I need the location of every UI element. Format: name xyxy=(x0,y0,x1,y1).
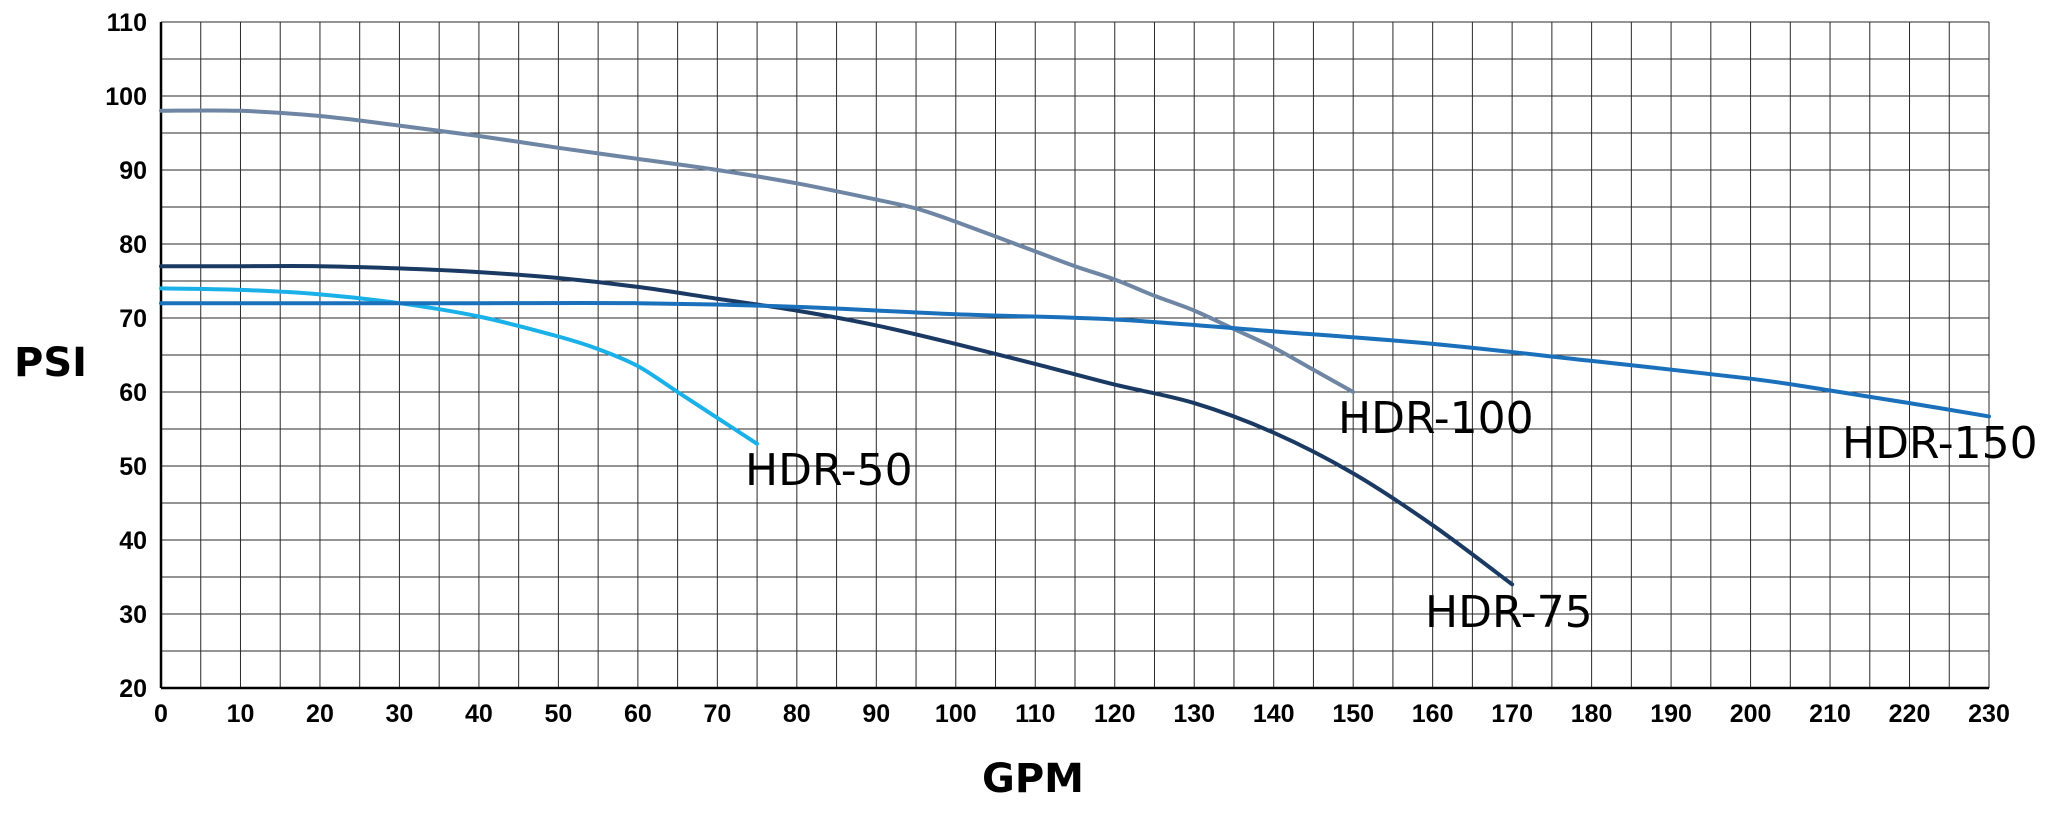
series-label-hdr-150: HDR-150 xyxy=(1842,418,2038,469)
x-tick-label: 60 xyxy=(624,700,652,728)
series-line-hdr-100 xyxy=(159,108,1356,394)
series-lines xyxy=(159,108,1991,587)
x-tick-label: 90 xyxy=(862,700,890,728)
y-tick-label: 80 xyxy=(119,231,147,259)
x-tick-label: 100 xyxy=(935,700,977,728)
x-tick-label: 0 xyxy=(154,700,168,728)
x-tick-label: 80 xyxy=(783,700,811,728)
x-tick-label: 200 xyxy=(1730,700,1772,728)
x-tick-label: 160 xyxy=(1412,700,1454,728)
x-tick-label: 30 xyxy=(386,700,414,728)
x-tick-label: 70 xyxy=(703,700,731,728)
x-tick-label: 40 xyxy=(465,700,493,728)
grid xyxy=(160,21,1990,689)
x-axis-title: GPM xyxy=(982,756,1084,802)
series-line-hdr-50 xyxy=(159,286,760,446)
series-label-hdr-100: HDR-100 xyxy=(1338,393,1534,444)
x-tick-label: 110 xyxy=(1015,700,1055,728)
x-tick-label: 170 xyxy=(1491,700,1533,728)
x-tick-label: 10 xyxy=(227,700,255,728)
y-tick-label: 70 xyxy=(119,305,147,333)
y-tick-label: 90 xyxy=(119,157,147,185)
y-tick-label: 40 xyxy=(119,527,147,555)
x-tick-label: 140 xyxy=(1253,700,1295,728)
series-label-hdr-75: HDR-75 xyxy=(1425,587,1593,638)
series-label-hdr-50: HDR-50 xyxy=(745,445,913,496)
x-tick-label: 190 xyxy=(1650,700,1692,728)
x-tick-label: 50 xyxy=(544,700,572,728)
series-line-hdr-150 xyxy=(159,300,1991,419)
y-tick-label: 50 xyxy=(119,453,147,481)
series-labels: HDR-50 HDR-75 HDR-100 HDR-150 xyxy=(745,393,2038,638)
x-tick-label: 180 xyxy=(1571,700,1613,728)
x-tick-label: 230 xyxy=(1968,700,2010,728)
x-tick-labels: 0 10 20 30 40 50 60 70 80 90 100 110 120 130 140 150 160… xyxy=(154,700,2010,728)
x-tick-label: 20 xyxy=(306,700,334,728)
y-tick-labels: 20 30 40 50 60 70 80 90 100 110 xyxy=(105,9,147,703)
x-tick-label: 210 xyxy=(1809,700,1851,728)
series-line-hdr-75 xyxy=(159,264,1515,587)
y-tick-label: 100 xyxy=(105,83,147,111)
x-tick-label: 120 xyxy=(1094,700,1136,728)
x-tick-label: 130 xyxy=(1173,700,1215,728)
y-tick-label: 60 xyxy=(119,379,147,407)
y-axis-title: PSI xyxy=(14,340,87,386)
x-tick-label: 150 xyxy=(1332,700,1374,728)
x-tick-label: 220 xyxy=(1889,700,1931,728)
axes xyxy=(159,22,1989,690)
y-tick-label: 110 xyxy=(107,9,147,37)
y-tick-label: 30 xyxy=(119,601,147,629)
y-tick-label: 20 xyxy=(119,675,147,703)
